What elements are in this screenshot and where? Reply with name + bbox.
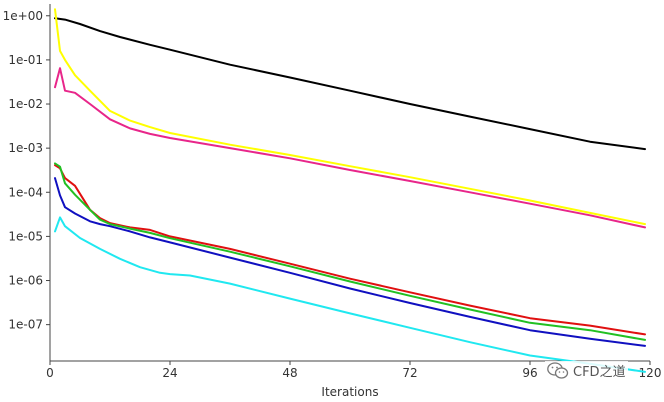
watermark: CFD之道 [545,361,628,380]
y-tick-label: 1e-05 [8,229,43,243]
x-tick-label: 0 [46,366,54,380]
x-tick-label: 48 [282,366,297,380]
x-axis-title: Iterations [321,385,378,399]
y-tick-label: 1e-01 [8,53,43,67]
x-tick-label: 120 [639,366,662,380]
y-tick-label: 1e-06 [8,274,43,288]
y-tick-label: 1e+00 [3,9,43,23]
series-line-4 [54,164,646,336]
series-line-7 [54,216,646,373]
y-tick-label: 1e-02 [8,97,43,111]
y-tick-label: 1e-03 [8,141,43,155]
series-line-2 [54,8,646,226]
x-tick-label: 96 [522,366,537,380]
series-line-6 [54,177,646,347]
x-tick-label: 24 [162,366,177,380]
x-tick-label: 72 [402,366,417,380]
wechat-icon [547,361,569,380]
series-line-5 [54,162,646,341]
y-ticks: 1e+00 1e-01 1e-02 1e-03 1e-04 1e-05 1e-06 1e-07 [3,9,50,332]
watermark-text: CFD之道 [573,365,626,380]
x-ticks: 0 24 48 72 96 120 [46,361,661,380]
series-line-1 [54,17,646,151]
axes [49,4,650,362]
series-line-3 [54,67,646,229]
y-tick-label: 1e-04 [8,185,43,199]
series-group [54,8,646,373]
y-tick-label: 1e-07 [8,318,43,332]
